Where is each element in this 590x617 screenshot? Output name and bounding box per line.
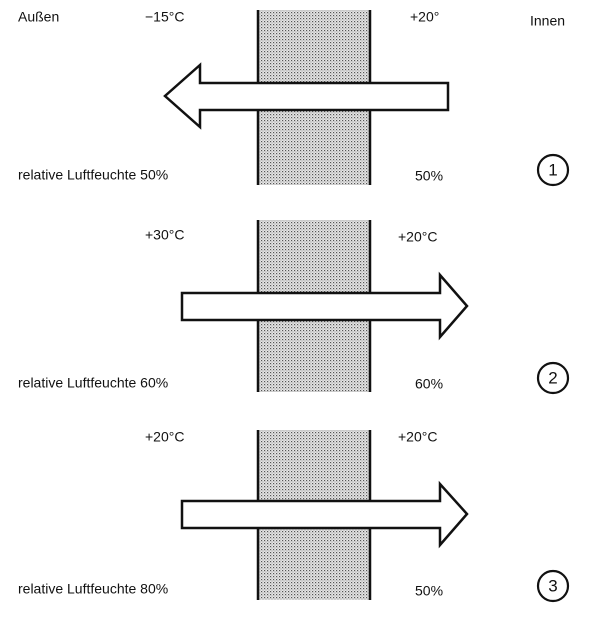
panel-number: 3 xyxy=(548,576,557,595)
panel: Außen Innen −15°C +20° relative Luftfeuc… xyxy=(18,9,570,187)
inside-humidity: 60% xyxy=(415,376,443,392)
arrow-right xyxy=(180,271,469,341)
outside-label: Außen xyxy=(18,9,59,25)
outside-humidity: relative Luftfeuchte 80% xyxy=(18,581,168,597)
panel-number-circle xyxy=(536,569,570,603)
inside-temp: +20° xyxy=(410,9,439,25)
arrow-left xyxy=(163,62,450,130)
panel: +30°C +20°C relative Luftfeuchte 60% 60%… xyxy=(18,220,570,395)
arrow-right xyxy=(180,480,469,549)
panel: +20°C +20°C relative Luftfeuchte 80% 50%… xyxy=(18,429,570,603)
outside-temp: +30°C xyxy=(145,227,184,243)
inside-label: Innen xyxy=(530,13,565,29)
inside-humidity: 50% xyxy=(415,168,443,184)
outside-humidity: relative Luftfeuchte 60% xyxy=(18,375,168,391)
inside-humidity: 50% xyxy=(415,583,443,599)
outside-humidity: relative Luftfeuchte 50% xyxy=(18,167,168,183)
outside-temp: +20°C xyxy=(145,429,184,445)
inside-temp: +20°C xyxy=(398,229,437,245)
inside-temp: +20°C xyxy=(398,429,437,445)
panel-number: 2 xyxy=(548,368,557,387)
panel-number-circle xyxy=(536,361,570,395)
outside-temp: −15°C xyxy=(145,9,184,25)
panel-number: 1 xyxy=(548,160,557,179)
panel-number-circle xyxy=(536,153,570,187)
